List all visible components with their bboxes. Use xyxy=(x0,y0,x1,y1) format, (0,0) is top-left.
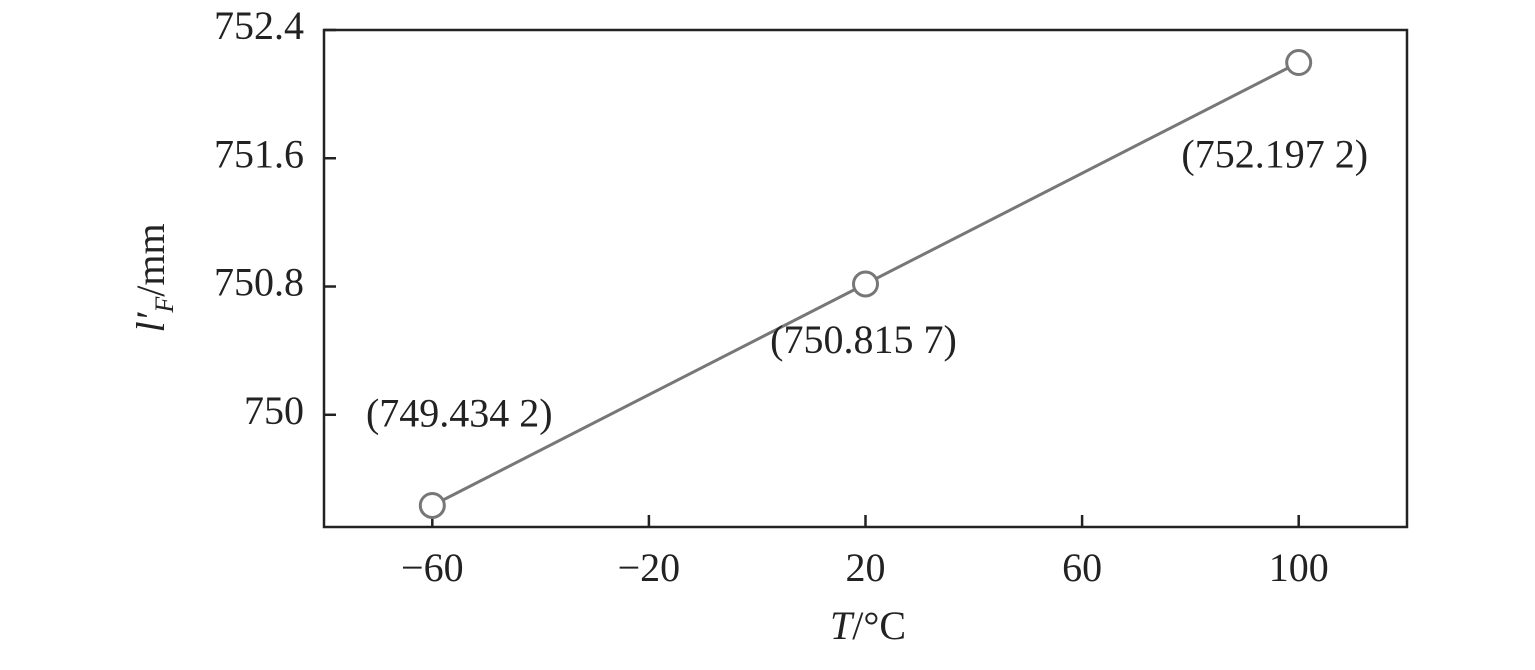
data-point xyxy=(418,491,446,519)
data-label: (749.434 2) xyxy=(366,391,553,436)
data-label: (750.815 7) xyxy=(770,317,957,362)
x-tick-label: 20 xyxy=(846,545,886,590)
data-label: (752.197 2) xyxy=(1181,132,1368,177)
y-label-subscript: F xyxy=(150,296,179,314)
y-label-unit: /mm xyxy=(128,223,173,296)
x-label-symbol: T xyxy=(830,603,855,648)
x-tick-label: −20 xyxy=(618,545,681,590)
y-label-symbol: l′ xyxy=(128,311,173,332)
y-tick-label: 750.8 xyxy=(214,260,304,305)
y-tick-label: 752.4 xyxy=(214,3,304,48)
x-tick-label: 100 xyxy=(1269,545,1329,590)
y-tick-label: 751.6 xyxy=(214,131,304,176)
x-tick-label: 60 xyxy=(1062,545,1102,590)
y-tick-label: 750 xyxy=(244,388,304,433)
data-point xyxy=(852,270,879,298)
x-tick-label: −60 xyxy=(401,545,464,590)
x-axis-label: T/°C xyxy=(830,603,906,648)
y-axis-label: l′F/mm xyxy=(128,223,179,332)
data-point xyxy=(1285,49,1313,77)
x-label-unit: /°C xyxy=(852,603,906,648)
